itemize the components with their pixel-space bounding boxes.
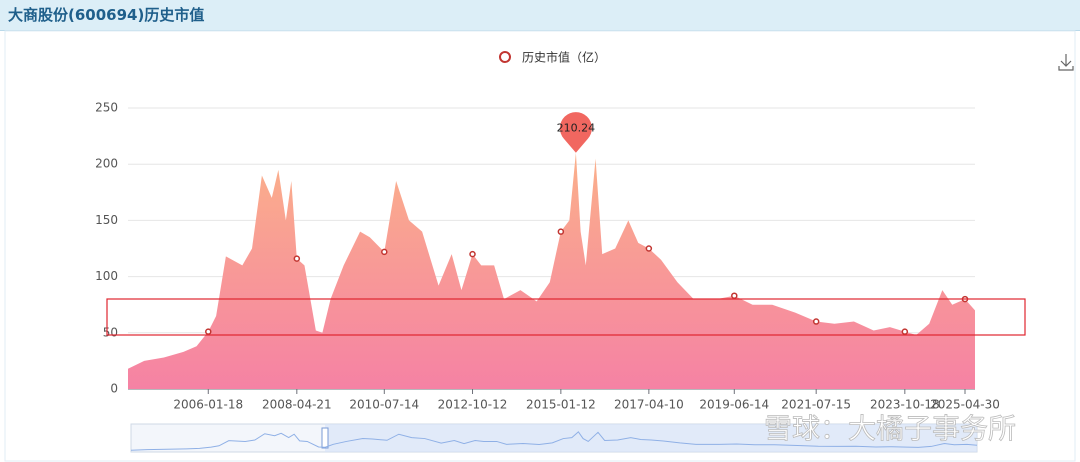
page-title: 大商股份(600694)历史市值	[8, 6, 205, 24]
point-marker	[557, 228, 565, 235]
legend-marker[interactable]	[499, 51, 511, 63]
highlight-box	[106, 298, 1026, 336]
y-tick-label: 250	[95, 101, 118, 115]
x-tick-label: 2006-01-18	[173, 398, 243, 412]
x-tick-label: 2017-04-10	[614, 398, 684, 412]
zoom-preview	[130, 431, 978, 451]
x-tick-label: 2012-10-12	[438, 398, 508, 412]
x-tick-label: 2010-07-14	[349, 398, 419, 412]
x-tick-label: 2023-10-18	[870, 398, 940, 412]
x-tick-label: 2025-04-30	[930, 398, 1000, 412]
point-marker	[205, 328, 212, 335]
x-tick-label: 2008-04-21	[262, 398, 332, 412]
point-marker	[731, 292, 738, 299]
zoom-handle[interactable]	[321, 427, 329, 449]
y-tick-label: 0	[110, 382, 118, 396]
max-label: 210.24	[557, 122, 596, 135]
max-pin	[559, 112, 592, 153]
point-marker	[812, 318, 820, 325]
point-marker	[293, 255, 301, 262]
y-tick-label: 200	[95, 157, 118, 171]
download-icon[interactable]	[1058, 54, 1074, 71]
x-tick-label: 2015-01-12	[526, 398, 596, 412]
zoom-window[interactable]	[325, 424, 977, 452]
area	[128, 152, 975, 389]
watermark: 雪球：大橘子事务所	[764, 412, 1016, 445]
y-tick-label: 100	[95, 269, 118, 283]
point-marker	[469, 250, 476, 258]
point-marker	[901, 328, 909, 335]
x-tick-label: 2021-07-15	[781, 398, 851, 412]
x-tick-label: 2019-06-14	[699, 398, 769, 412]
panel	[4, 30, 1076, 462]
point-marker	[645, 245, 653, 252]
y-tick-label: 50	[103, 325, 118, 339]
y-tick-label: 150	[95, 213, 118, 227]
legend-label[interactable]: 历史市值（亿）	[522, 50, 606, 65]
point-marker	[381, 248, 388, 256]
